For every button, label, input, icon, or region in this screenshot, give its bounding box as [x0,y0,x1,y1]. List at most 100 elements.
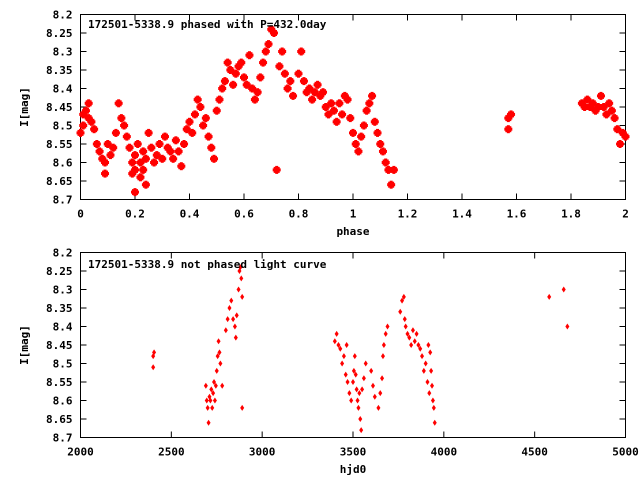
x-tick-label: 0.6 [234,208,254,221]
data-point [426,342,431,348]
data-point [504,125,513,134]
data-point [305,84,314,93]
data-point [591,106,600,115]
y-tick-label: 8.65 [46,413,73,426]
data-point [561,286,566,293]
data-point [310,88,319,97]
data-point [203,382,208,389]
data-point [378,147,387,156]
data-point [327,99,336,108]
data-point [218,360,223,367]
data-point [160,132,169,141]
x-tick-label: 0.2 [125,208,145,221]
data-point [131,165,139,174]
x-tick-label: 4000 [431,446,458,459]
data-point [103,140,112,148]
data-point [131,151,139,160]
x-tick-label: 1 [350,208,357,221]
data-point [588,99,597,108]
data-point [136,173,145,182]
x-tick-label: 1.4 [452,208,472,221]
data-point [98,154,107,163]
data-point [283,84,292,93]
data-point [596,91,605,100]
data-point [114,99,123,108]
data-point [430,397,435,404]
data-point [166,147,175,156]
data-point [229,297,234,304]
data-point [332,117,341,126]
data-point [299,77,308,86]
data-point [240,293,245,300]
data-point [190,110,199,119]
data-points-unphased [151,264,570,434]
data-point [332,338,337,345]
data-point [240,404,245,411]
data-point [117,114,126,123]
data-point [349,397,354,404]
data-point [151,364,156,371]
x-tick-label: 3000 [249,446,276,459]
y-tick-label: 8.55 [46,376,73,389]
data-point [139,147,148,156]
data-point [169,154,178,163]
data-point [215,353,220,360]
data-point [507,110,516,119]
data-point [335,99,344,108]
data-point [385,323,390,330]
data-point [414,330,419,337]
data-point [199,121,208,130]
y-tick-label: 8.45 [46,101,73,114]
data-point [209,386,214,393]
data-point [431,404,436,411]
data-point [329,106,338,115]
data-point [580,103,589,111]
x-tick-label: 3500 [340,446,367,459]
y-tick-label: 8.4 [53,83,73,96]
data-point [380,353,385,360]
data-point [321,103,330,111]
data-point [163,143,172,152]
data-point [128,169,137,178]
y-tick-label: 8.5 [53,358,73,371]
data-point [346,114,355,123]
data-point [605,99,614,108]
data-point [87,117,96,126]
data-point [418,345,423,352]
data-point [354,386,359,393]
data-point [428,349,433,356]
data-point [373,128,382,137]
y-tick-label: 8.5 [53,120,73,133]
data-point [361,375,366,382]
data-point [79,110,88,119]
data-point [141,154,150,163]
data-point [225,316,230,323]
data-point [341,353,346,360]
x-axis-label-phased: phase [336,225,369,238]
data-point [401,293,406,300]
data-point [231,316,236,323]
data-point [372,393,377,400]
data-point [334,330,339,337]
chart-phased: 8.2 8.25 8.3 8.35 8.4 8.45 8.5 8.55 8.6 8.65 8.7 0… [18,9,630,238]
data-point [416,342,421,348]
data-point [133,140,142,148]
data-point [410,327,415,334]
data-point [363,360,368,367]
data-point [324,110,333,119]
data-point [402,316,407,323]
data-point [400,297,405,304]
data-point [227,305,232,311]
data-point [365,99,374,108]
data-point [214,367,219,374]
data-point [250,95,259,104]
data-point [236,286,241,293]
data-point [125,143,134,152]
data-point [248,84,257,93]
data-point [297,47,306,56]
data-point [259,58,268,67]
data-point [602,110,611,119]
data-point [131,188,139,197]
